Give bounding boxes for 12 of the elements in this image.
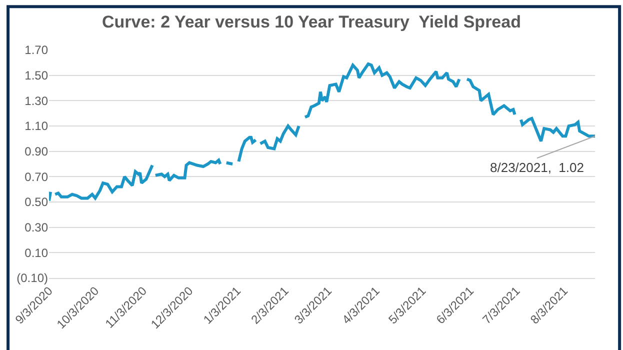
y-tick-label: 0.10: [24, 246, 48, 260]
y-tick-label: 1.10: [24, 119, 48, 134]
y-tick-label: 1.30: [24, 94, 48, 108]
y-tick-label: 0.90: [24, 144, 48, 159]
y-tick-label: 1.70: [24, 43, 48, 58]
y-tick-label: 0.30: [24, 220, 48, 235]
y-tick-label: 0.70: [24, 170, 48, 184]
chart-title: Curve: 2 Year versus 10 Year Treasury Yield Spread: [102, 12, 521, 32]
y-tick-label: 1.50: [24, 68, 48, 83]
y-tick-label: 0.50: [24, 195, 48, 210]
y-tick-label: (0.10): [16, 271, 48, 286]
annotation: 8/23/2021, 1.02: [490, 160, 584, 175]
